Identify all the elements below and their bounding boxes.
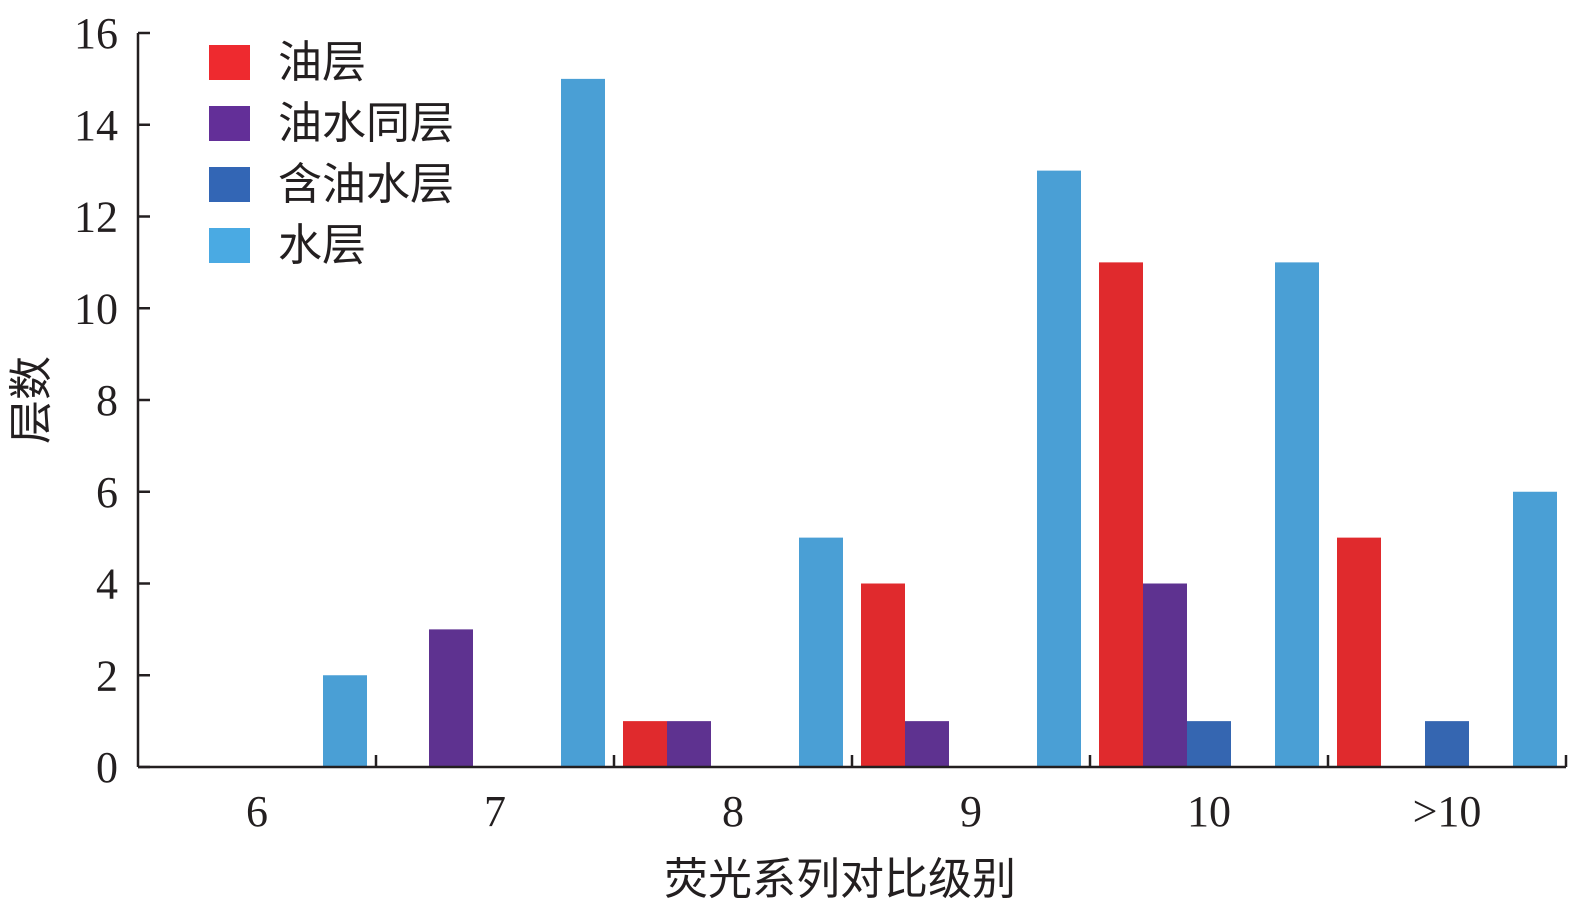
- bar: [1275, 262, 1319, 767]
- x-axis-title: 荧光系列对比级别: [664, 855, 1016, 904]
- bar: [561, 78, 605, 767]
- y-tick-label: 14: [74, 101, 118, 150]
- legend-label: 油水同层: [278, 99, 454, 148]
- bar: [861, 583, 905, 767]
- y-tick-label: 10: [74, 284, 118, 333]
- legend-swatch: [209, 167, 250, 202]
- bar: [1099, 262, 1143, 767]
- y-tick-label: 6: [96, 468, 118, 517]
- y-tick-label: 0: [96, 743, 118, 792]
- legend-label: 含油水层: [278, 160, 454, 209]
- bar: [1337, 537, 1381, 767]
- bars-group: [323, 78, 1557, 767]
- x-tick-label: >10: [1413, 787, 1482, 836]
- y-tick-label: 4: [96, 560, 118, 609]
- bar: [429, 629, 473, 767]
- y-axis-title: 层数: [7, 356, 56, 444]
- bar: [1513, 491, 1557, 767]
- bar: [623, 721, 667, 767]
- legend-label: 油层: [278, 38, 366, 87]
- bar: [799, 537, 843, 767]
- legend-swatch: [209, 106, 250, 141]
- bar: [905, 721, 949, 767]
- y-tick-label: 8: [96, 376, 118, 425]
- bar: [667, 721, 711, 767]
- bar: [1143, 583, 1187, 767]
- legend-swatch: [209, 228, 250, 263]
- bar: [323, 675, 367, 767]
- x-tick-label: 8: [722, 787, 744, 836]
- x-tick-label: 9: [960, 787, 982, 836]
- legend-label: 水层: [278, 221, 366, 270]
- x-tick-label: 7: [484, 787, 506, 836]
- y-tick-label: 12: [74, 193, 118, 242]
- y-ticks-group: 0 2 4 6 8 10 12 14 16: [74, 9, 150, 792]
- legend-swatch: [209, 45, 250, 80]
- x-tick-label: 6: [246, 787, 268, 836]
- x-tick-label: 10: [1187, 787, 1231, 836]
- y-tick-label: 2: [96, 651, 118, 700]
- bar: [1037, 170, 1081, 767]
- bar: [1425, 721, 1469, 767]
- x-ticks-group: 6 7 8 9 10 >10: [246, 755, 1568, 836]
- bar: [1187, 721, 1231, 767]
- y-tick-label: 16: [74, 9, 118, 58]
